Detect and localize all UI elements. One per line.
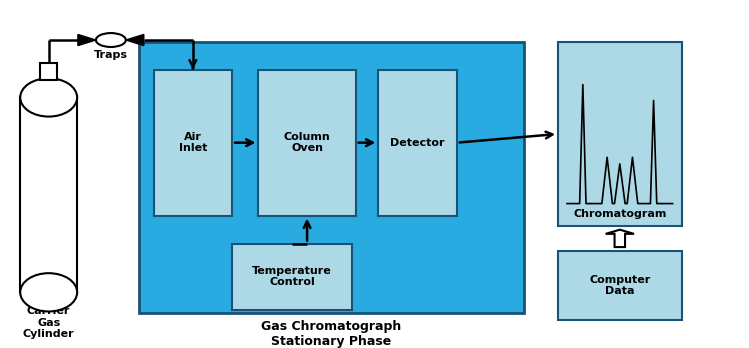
Bar	[139, 42, 524, 313]
Bar	[378, 70, 457, 216]
Polygon shape	[605, 230, 634, 247]
Circle shape	[96, 33, 126, 47]
Bar	[154, 70, 232, 216]
Ellipse shape	[20, 273, 77, 311]
Text: Computer
Data: Computer Data	[589, 275, 650, 296]
Bar	[232, 244, 352, 310]
Bar	[558, 42, 682, 226]
Bar	[258, 70, 356, 216]
Text: Carrier
Gas
Cylinder: Carrier Gas Cylinder	[23, 306, 74, 339]
Ellipse shape	[20, 78, 77, 117]
Text: Gas Chromatograph
Stationary Phase: Gas Chromatograph Stationary Phase	[261, 320, 401, 348]
Text: Air
Inlet: Air Inlet	[179, 132, 207, 153]
Bar	[20, 97, 77, 292]
Text: Traps: Traps	[94, 50, 128, 61]
Text: Detector: Detector	[390, 138, 445, 148]
Polygon shape	[126, 34, 144, 46]
Text: Chromatogram: Chromatogram	[573, 209, 667, 219]
Polygon shape	[78, 34, 96, 46]
Text: Column
Oven: Column Oven	[284, 132, 330, 153]
Text: Temperature
Control: Temperature Control	[252, 266, 332, 287]
Bar	[558, 251, 682, 320]
Bar	[40, 63, 57, 80]
